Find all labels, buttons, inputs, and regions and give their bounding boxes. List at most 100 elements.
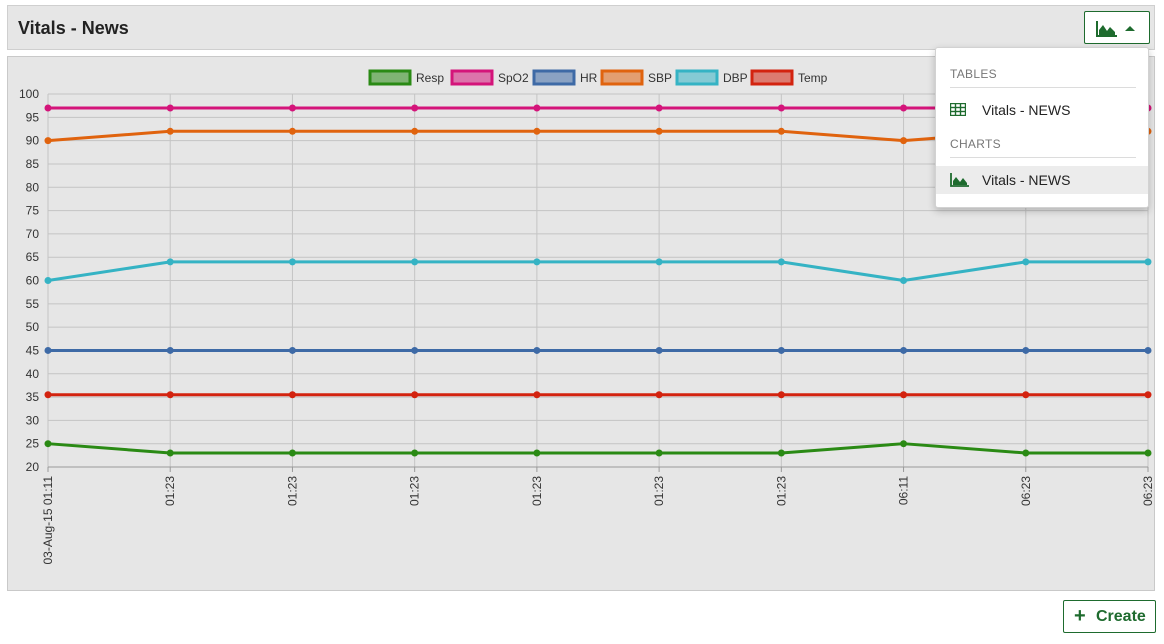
data-point-sbp (166, 127, 174, 135)
legend-label: DBP (723, 71, 748, 85)
x-tick-label: 06:11 (897, 476, 911, 505)
chart-type-dropdown-menu: TABLES Vitals - NEWS CHARTS Vitals - NEW… (935, 47, 1149, 208)
data-point-dbp (533, 258, 541, 266)
data-point-sbp (533, 127, 541, 135)
x-tick-label: 01:23 (774, 476, 788, 506)
data-point-sbp (900, 137, 908, 145)
legend-swatch (368, 69, 412, 86)
data-point-resp (288, 449, 296, 457)
data-point-hr (900, 346, 908, 354)
menu-item-chart-vitals-news[interactable]: Vitals - NEWS (936, 166, 1148, 194)
y-tick-label: 75 (26, 204, 40, 218)
data-point-hr (533, 346, 541, 354)
data-point-sbp (44, 137, 52, 145)
y-tick-label: 60 (26, 274, 40, 288)
legend-label: SBP (648, 71, 672, 85)
legend-label: HR (580, 71, 598, 85)
area-chart-icon (950, 173, 970, 192)
data-point-hr (655, 346, 663, 354)
data-point-resp (1022, 449, 1030, 457)
y-tick-label: 55 (26, 297, 40, 311)
legend-label: Resp (416, 71, 444, 85)
data-point-spo2 (900, 104, 908, 112)
data-point-resp (166, 449, 174, 457)
data-point-dbp (288, 258, 296, 266)
y-tick-label: 40 (26, 367, 40, 381)
legend-swatch (675, 69, 719, 86)
series-line-resp (47, 442, 1148, 455)
data-point-dbp (900, 277, 908, 284)
series-line-dbp (47, 260, 1148, 282)
x-tick-label: 01:23 (163, 476, 177, 506)
plus-icon: + (1074, 605, 1086, 627)
x-tick-label: 01:23 (285, 476, 299, 506)
y-tick-label: 35 (26, 390, 40, 404)
panel-title: Vitals - News (18, 18, 129, 38)
x-tick-label: 06:23 (1141, 476, 1154, 506)
y-tick-label: 80 (26, 180, 40, 194)
y-tick-label: 50 (26, 320, 40, 334)
caret-up-icon (1125, 26, 1135, 31)
data-point-hr (411, 346, 419, 354)
legend-swatch (532, 69, 576, 86)
chart-type-toggle-button[interactable] (1084, 11, 1150, 44)
data-point-dbp (44, 277, 52, 284)
x-tick-label: 01:23 (530, 476, 544, 506)
data-point-sbp (777, 127, 785, 135)
data-point-spo2 (288, 104, 296, 112)
data-point-dbp (166, 258, 174, 266)
y-tick-label: 70 (26, 227, 40, 241)
menu-header-charts: CHARTS (950, 137, 1001, 151)
data-point-spo2 (655, 104, 663, 112)
y-tick-label: 25 (26, 437, 40, 451)
y-tick-label: 20 (26, 460, 40, 474)
menu-divider (950, 87, 1136, 88)
data-point-resp (411, 449, 419, 457)
menu-item-label: Vitals - NEWS (982, 102, 1071, 118)
y-tick-label: 45 (26, 343, 40, 357)
create-button[interactable]: + Create (1063, 600, 1156, 633)
legend-swatch (600, 69, 644, 86)
menu-item-table-vitals-news[interactable]: Vitals - NEWS (936, 96, 1148, 124)
x-tick-label: 06:23 (1019, 476, 1033, 506)
legend-label: SpO2 (498, 71, 529, 85)
x-tick-label: 01:23 (652, 476, 666, 506)
data-point-resp (533, 449, 541, 457)
y-tick-label: 85 (26, 157, 40, 171)
data-point-spo2 (777, 104, 785, 112)
data-point-sbp (655, 127, 663, 135)
data-point-temp (655, 391, 663, 399)
area-chart-icon (1096, 21, 1118, 42)
menu-header-tables: TABLES (950, 67, 997, 81)
data-point-resp (900, 440, 908, 448)
data-point-temp (777, 391, 785, 399)
data-point-temp (1144, 391, 1152, 399)
data-point-hr (1022, 346, 1030, 354)
data-point-temp (900, 391, 908, 399)
data-point-hr (166, 346, 174, 354)
legend-label: Temp (798, 71, 828, 85)
data-point-hr (288, 346, 296, 354)
legend-swatch (450, 69, 494, 86)
data-point-dbp (655, 258, 663, 266)
data-point-temp (288, 391, 296, 399)
y-tick-label: 95 (26, 110, 40, 124)
data-point-hr (44, 346, 52, 354)
data-point-resp (777, 449, 785, 457)
data-point-temp (166, 391, 174, 399)
data-point-resp (1144, 449, 1152, 457)
data-point-spo2 (411, 104, 419, 112)
data-point-dbp (1144, 258, 1152, 266)
table-icon (949, 102, 967, 121)
data-point-temp (44, 391, 52, 399)
x-tick-label: 01:23 (408, 476, 422, 506)
y-tick-label: 90 (26, 134, 40, 148)
data-point-spo2 (533, 104, 541, 112)
create-button-label: Create (1096, 608, 1146, 625)
data-point-dbp (411, 258, 419, 266)
menu-divider (950, 157, 1136, 158)
x-tick-label: 03-Aug-15 01:11 (41, 476, 55, 565)
data-point-spo2 (166, 104, 174, 112)
data-point-temp (1022, 391, 1030, 399)
data-point-hr (777, 346, 785, 354)
